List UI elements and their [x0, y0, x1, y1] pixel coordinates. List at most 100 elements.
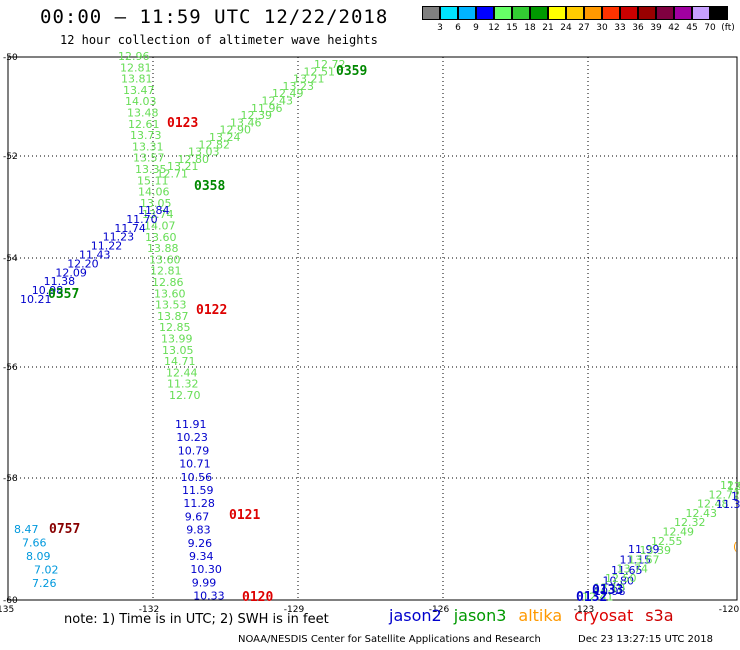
wave-height-value: 10.30 [190, 563, 222, 576]
scale-label: 39 [650, 23, 662, 33]
lon-tick-label: -132 [139, 605, 159, 615]
wave-height-value: 13.60 [149, 253, 181, 266]
scale-label: 30 [596, 23, 608, 33]
wave-height-value: 12.39 [241, 109, 273, 122]
scale-label: 21 [542, 23, 554, 33]
wave-height-value: 11.32 [167, 378, 199, 391]
wave-height-value: 10.23 [176, 431, 208, 444]
wave-height-value: 12.49 [272, 87, 304, 100]
wave-height-value: 13.24 [209, 131, 241, 144]
wave-height-value: 13.31 [132, 140, 164, 153]
wave-height-value: 13.35 [135, 163, 167, 176]
wave-height-value: 9.99 [192, 576, 217, 589]
wave-height-value: 10.98 [594, 585, 626, 598]
scale-swatch [530, 6, 548, 20]
scale-label: 36 [632, 23, 644, 33]
scale-swatch [440, 6, 458, 20]
wave-height-value: 11.65 [611, 564, 643, 577]
scale-label: 9 [473, 23, 479, 33]
wave-height-value: 8.09 [26, 550, 51, 563]
wave-height-value: 13.74 [142, 208, 174, 221]
wave-height-value: 10.79 [178, 444, 210, 457]
lon-tick-label: -126 [429, 605, 450, 615]
wave-height-value: 12.82 [199, 138, 231, 151]
scale-swatch [512, 6, 530, 20]
scale-swatch [494, 6, 512, 20]
pass-time-label: 0120 [242, 590, 273, 605]
scale-label: 3 [437, 23, 443, 33]
wave-height-value: 11.23 [103, 231, 135, 244]
wave-height-value: 12.72 [709, 488, 740, 501]
wave-height-value: 10.71 [179, 458, 211, 471]
wave-height-value: 11.59 [182, 484, 214, 497]
wave-height-value: 11.15 [620, 554, 652, 567]
wave-height-value: 11.74 [114, 222, 145, 235]
scale-label: 6 [455, 23, 461, 33]
lat-tick-label: -52 [3, 152, 18, 162]
lon-tick-label: -120 [719, 605, 740, 615]
wave-height-value: 12.32 [674, 516, 706, 529]
wave-height-value: 12.09 [55, 266, 87, 279]
wave-height-value: 12.55 [651, 535, 683, 548]
wave-height-value: 1 [731, 490, 738, 503]
pass-time-label: 0757 [49, 522, 80, 537]
lat-tick-label: -58 [3, 474, 18, 484]
scale-swatch [566, 6, 584, 20]
wave-height-value: 10.33 [193, 590, 225, 603]
pass-time-label: 0359 [336, 64, 367, 79]
wave-height-value: 13.46 [230, 116, 262, 129]
wave-height-value: 12.90 [220, 124, 252, 137]
wave-height-value: 13.05 [140, 197, 172, 210]
wave-height-value: 11.38 [44, 275, 76, 288]
wave-height-value: 9.67 [185, 510, 210, 523]
pass-time-label: 0133 [592, 583, 623, 598]
wave-height-value: 12.41 [582, 591, 614, 604]
map-title: 00:00 – 11:59 UTC 12/22/2018 [40, 6, 389, 28]
lon-tick-label: -135 [0, 605, 14, 615]
wave-height-value: 12.10 [594, 581, 626, 594]
wave-height-value: 7.02 [34, 564, 59, 577]
wave-height-value: 9.26 [188, 537, 213, 550]
wave-height-value: 10.98 [32, 284, 64, 297]
wave-height-value: 11.43 [79, 249, 111, 262]
scale-swatch [656, 6, 674, 20]
wave-height-value: 12.71 [157, 168, 189, 181]
legend-jason3: jason3 [453, 606, 507, 625]
lon-tick-label: -129 [284, 605, 305, 615]
wave-height-value: 14.07 [144, 220, 176, 233]
scale-swatch [458, 6, 476, 20]
wave-height-value: 13.88 [147, 242, 179, 255]
wave-height-value: 10.56 [181, 471, 213, 484]
wave-height-value: 12.81 [150, 265, 182, 278]
wave-height-value: 12.20 [67, 257, 99, 270]
wave-height-value: 11.96 [251, 102, 283, 115]
wave-height-value: 10.80 [603, 575, 635, 588]
scale-swatch [692, 6, 710, 20]
wave-height-value: 12.43 [686, 507, 718, 520]
wave-height-value: 8.47 [14, 523, 39, 536]
pass-time-label: 0123 [167, 116, 198, 131]
pass-time-label: 0357 [48, 287, 79, 302]
wave-height-value: 11.70 [126, 213, 158, 226]
scale-swatch [710, 6, 728, 20]
wave-height-value: 9.83 [186, 524, 211, 537]
wave-height-value: 11.84 [138, 204, 170, 217]
scale-label: 12 [488, 23, 500, 33]
scale-label: 70 [704, 23, 716, 33]
lat-tick-label: -60 [3, 596, 18, 606]
wave-height-value: 14.71 [164, 355, 196, 368]
scale-label: 15 [506, 23, 518, 33]
wave-height-value: 12.81 [120, 61, 152, 74]
wave-height-value: 12.51 [304, 65, 336, 78]
scale-swatch [638, 6, 656, 20]
legend-jason2: jason2 [389, 606, 442, 625]
lat-tick-label: -54 [3, 254, 18, 264]
pass-time-label: 0121 [229, 508, 260, 523]
wave-height-value: 12.48 [697, 498, 729, 511]
wave-height-value: 13.39 [640, 544, 672, 557]
wave-height-value: 11.28 [183, 497, 215, 510]
wave-height-value: 12.70 [169, 389, 201, 402]
scale-label: (ft) [721, 23, 735, 33]
wave-height-value: 13.21 [167, 160, 199, 173]
wave-height-value: 12.86 [152, 276, 184, 289]
